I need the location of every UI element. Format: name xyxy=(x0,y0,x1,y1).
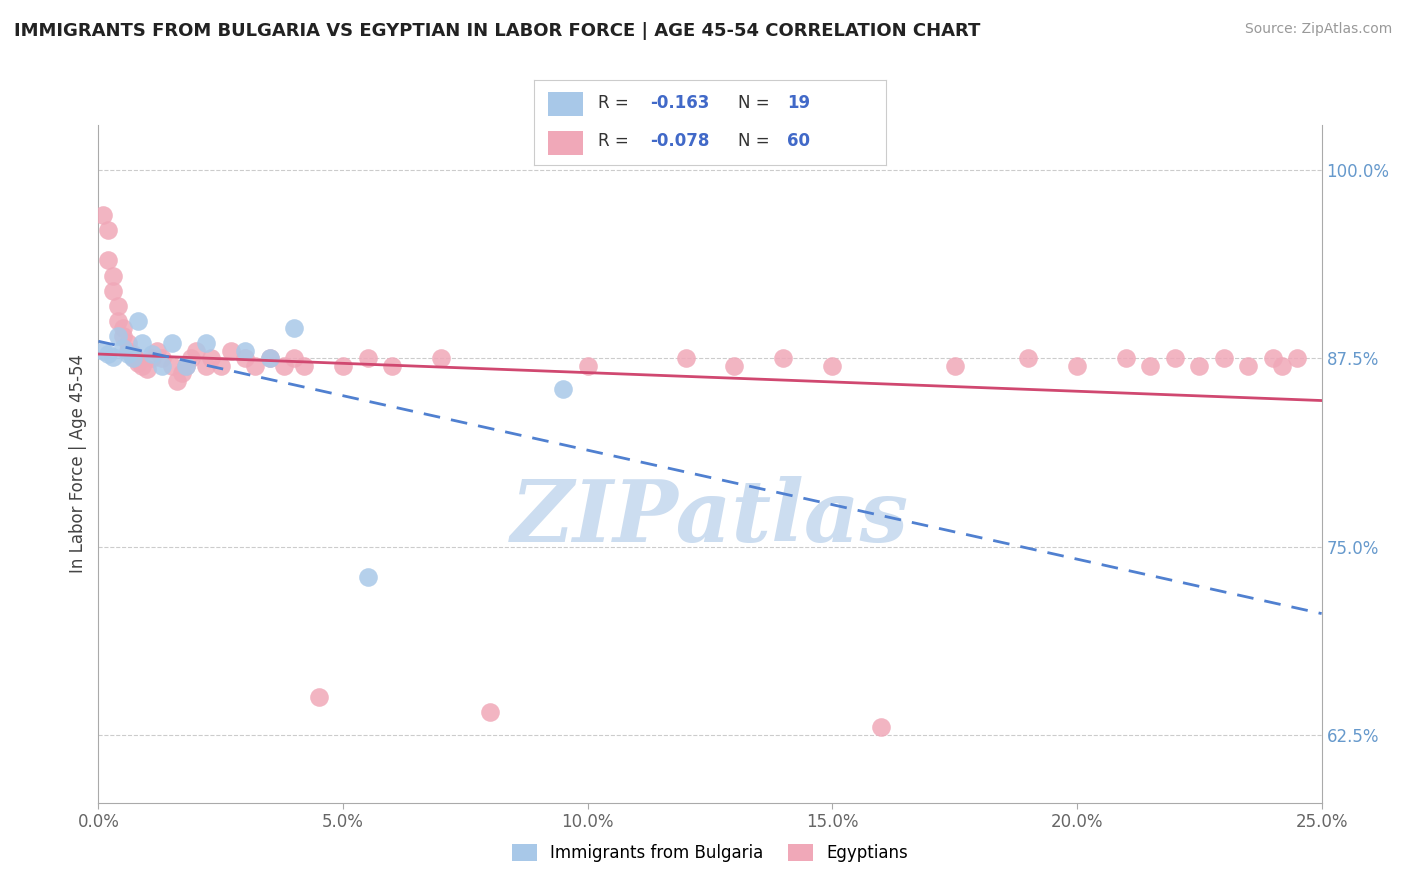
Text: IMMIGRANTS FROM BULGARIA VS EGYPTIAN IN LABOR FORCE | AGE 45-54 CORRELATION CHAR: IMMIGRANTS FROM BULGARIA VS EGYPTIAN IN … xyxy=(14,22,980,40)
Point xyxy=(308,690,330,705)
Text: N =: N = xyxy=(738,132,775,150)
Point xyxy=(195,359,218,373)
Point xyxy=(146,343,169,358)
Point xyxy=(332,359,354,373)
Point xyxy=(101,284,124,298)
Point xyxy=(1164,351,1187,366)
Text: N =: N = xyxy=(738,95,775,112)
Point xyxy=(170,367,193,381)
Text: Source: ZipAtlas.com: Source: ZipAtlas.com xyxy=(1244,22,1392,37)
Point xyxy=(91,208,114,222)
Point xyxy=(1066,359,1088,373)
Point xyxy=(127,356,149,370)
Text: R =: R = xyxy=(598,95,634,112)
Point xyxy=(111,321,134,335)
Point xyxy=(870,721,893,735)
Point xyxy=(107,328,129,343)
Point xyxy=(273,359,295,373)
Point xyxy=(576,359,599,373)
FancyBboxPatch shape xyxy=(548,131,583,155)
Point xyxy=(180,351,202,366)
Point xyxy=(219,343,242,358)
Point xyxy=(1261,351,1284,366)
Point xyxy=(107,314,129,328)
Point xyxy=(107,299,129,313)
Point xyxy=(186,343,208,358)
Point xyxy=(381,359,404,373)
Point xyxy=(821,359,844,373)
Point xyxy=(283,321,305,335)
Point xyxy=(111,328,134,343)
Point xyxy=(131,336,153,351)
Point xyxy=(127,314,149,328)
Point xyxy=(209,359,232,373)
Point xyxy=(121,347,143,361)
Text: 60: 60 xyxy=(787,132,810,150)
Point xyxy=(553,382,575,396)
Text: 19: 19 xyxy=(787,95,810,112)
Point xyxy=(150,359,173,373)
Point xyxy=(141,351,163,366)
Point xyxy=(356,570,378,584)
Point xyxy=(160,359,183,373)
Point xyxy=(131,359,153,373)
Point xyxy=(101,268,124,283)
Point xyxy=(259,351,281,366)
Point xyxy=(117,343,139,358)
Point xyxy=(117,347,139,361)
Point xyxy=(111,341,134,355)
Point xyxy=(478,706,501,720)
Point xyxy=(675,351,697,366)
Point xyxy=(430,351,453,366)
Point xyxy=(91,343,114,358)
Point xyxy=(121,350,143,364)
Point xyxy=(233,351,256,366)
Point xyxy=(101,350,124,364)
Text: -0.078: -0.078 xyxy=(650,132,710,150)
Point xyxy=(233,343,256,358)
Text: R =: R = xyxy=(598,132,634,150)
Text: ZIPatlas: ZIPatlas xyxy=(510,476,910,560)
Point xyxy=(150,351,173,366)
Point xyxy=(195,336,218,351)
Point xyxy=(141,347,163,361)
Y-axis label: In Labor Force | Age 45-54: In Labor Force | Age 45-54 xyxy=(69,354,87,574)
Point xyxy=(1271,359,1294,373)
Text: -0.163: -0.163 xyxy=(650,95,710,112)
Point xyxy=(259,351,281,366)
FancyBboxPatch shape xyxy=(548,92,583,116)
Point xyxy=(283,351,305,366)
Point xyxy=(127,352,149,367)
Point xyxy=(121,351,143,366)
Point xyxy=(1188,359,1211,373)
Point xyxy=(176,359,198,373)
Point xyxy=(243,359,266,373)
Point xyxy=(943,359,966,373)
Point xyxy=(200,351,222,366)
Point xyxy=(97,253,120,268)
Point xyxy=(136,362,159,376)
Point xyxy=(1237,359,1260,373)
Point xyxy=(723,359,745,373)
Point xyxy=(292,359,315,373)
Point xyxy=(1212,351,1234,366)
Point xyxy=(117,336,139,351)
Point xyxy=(356,351,378,366)
Point xyxy=(97,347,120,361)
Point xyxy=(1017,351,1039,366)
Point xyxy=(166,374,188,388)
Point xyxy=(176,359,198,373)
Point xyxy=(1286,351,1309,366)
Point xyxy=(1115,351,1137,366)
Point xyxy=(772,351,794,366)
Legend: Immigrants from Bulgaria, Egyptians: Immigrants from Bulgaria, Egyptians xyxy=(505,838,915,869)
Point xyxy=(97,223,120,237)
Point xyxy=(160,336,183,351)
Point xyxy=(1139,359,1161,373)
